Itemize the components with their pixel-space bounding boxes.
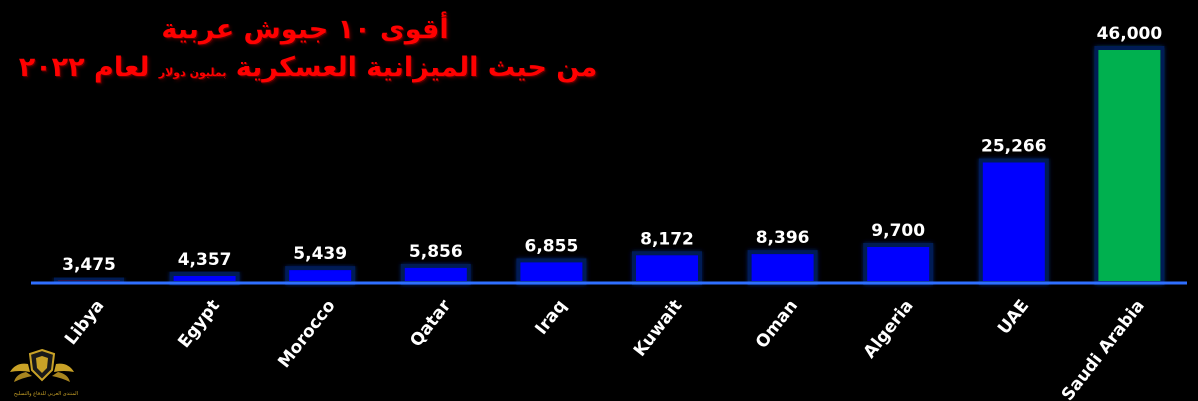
value-label: 3,475 bbox=[62, 255, 116, 275]
forum-logo: المنتدى العربي للدفاع والتسليح bbox=[6, 346, 78, 400]
value-label: 25,266 bbox=[981, 137, 1047, 157]
title-year-text: لعام ٢٠٢٢ bbox=[18, 52, 150, 83]
bar-iraq bbox=[516, 258, 587, 285]
value-label: 46,000 bbox=[1097, 24, 1163, 44]
bar-algeria bbox=[863, 243, 934, 285]
category-label: Qatar bbox=[406, 296, 455, 351]
bar-morocco bbox=[285, 266, 356, 286]
title-unit-text: بمليون دولار bbox=[158, 66, 227, 79]
bar-oman bbox=[747, 250, 818, 286]
category-label: UAE bbox=[994, 296, 1033, 338]
category-label: Morocco bbox=[274, 296, 339, 372]
bar-kuwait bbox=[632, 251, 702, 286]
value-label: 5,856 bbox=[409, 242, 463, 262]
forum-logo-text: المنتدى العربي للدفاع والتسليح bbox=[13, 391, 79, 397]
bar-uae bbox=[978, 158, 1049, 285]
value-label: 8,396 bbox=[756, 228, 810, 248]
category-label: Iraq bbox=[531, 296, 570, 339]
bar-qatar bbox=[400, 263, 471, 285]
category-label: Saudi Arabia bbox=[1058, 296, 1149, 401]
category-label: Oman bbox=[752, 296, 802, 352]
value-label: 9,700 bbox=[871, 221, 925, 241]
value-label: 8,172 bbox=[640, 229, 694, 249]
chart-title-line-1: أقوى ١٠ جيوش عربية bbox=[161, 14, 449, 45]
chart-title-line-2: من حيث الميزانية العسكرية بمليون دولار ل… bbox=[18, 52, 598, 83]
value-label: 4,357 bbox=[178, 250, 232, 270]
value-label: 5,439 bbox=[293, 244, 347, 264]
category-label: Algeria bbox=[860, 296, 918, 362]
shield-wings-icon bbox=[10, 348, 74, 382]
bar-saudi-arabia bbox=[1094, 46, 1165, 285]
category-label: Libya bbox=[61, 296, 108, 349]
category-label: Kuwait bbox=[630, 296, 686, 360]
title-budget-text: من حيث الميزانية العسكرية bbox=[235, 52, 598, 83]
category-label: Egypt bbox=[174, 296, 224, 352]
value-label: 6,855 bbox=[525, 236, 579, 256]
